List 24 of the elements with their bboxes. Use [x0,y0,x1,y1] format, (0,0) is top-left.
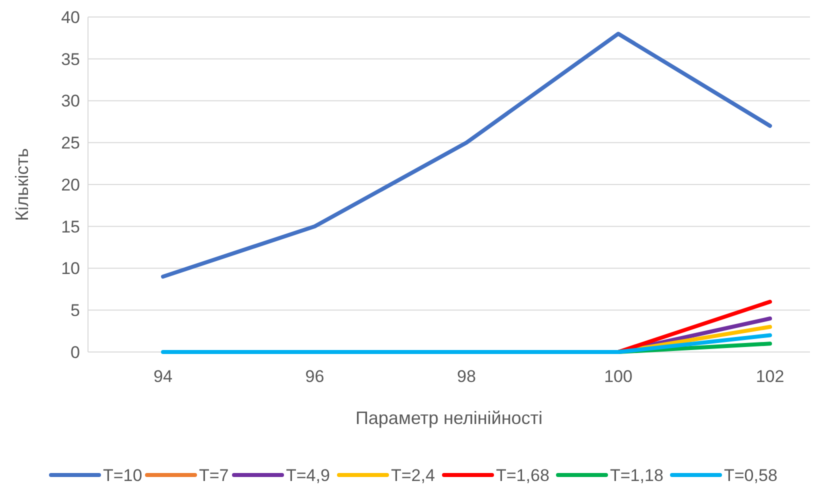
x-tick-label: 100 [604,367,632,386]
y-tick-label: 0 [70,342,80,362]
y-tick-label: 10 [61,259,80,278]
line-series [161,32,772,279]
y-tick-label: 35 [61,50,80,69]
legend-label: T=1,18 [610,466,664,485]
x-axis-title: Параметр нелінійності [355,408,543,428]
x-tick-label: 94 [154,367,172,386]
legend-label: T=10 [103,466,142,485]
y-tick-label: 30 [61,92,80,111]
y-axis-title: Кількість [12,148,32,221]
y-tick-label: 5 [70,301,80,320]
x-tick-label: 102 [756,367,784,386]
x-tick-label: 96 [305,367,324,386]
y-tick-label: 20 [61,175,80,194]
y-tick-label: 15 [61,217,80,236]
legend-label: T=2,4 [391,466,435,485]
x-tick-label: 98 [457,367,476,386]
legend-label: T=0,58 [724,466,778,485]
legend-label: T=7 [199,466,229,485]
y-tick-label: 25 [61,134,80,153]
y-tick-label: 40 [61,8,80,27]
legend-label: T=1,68 [496,466,550,485]
legend-label: T=4,9 [286,466,330,485]
